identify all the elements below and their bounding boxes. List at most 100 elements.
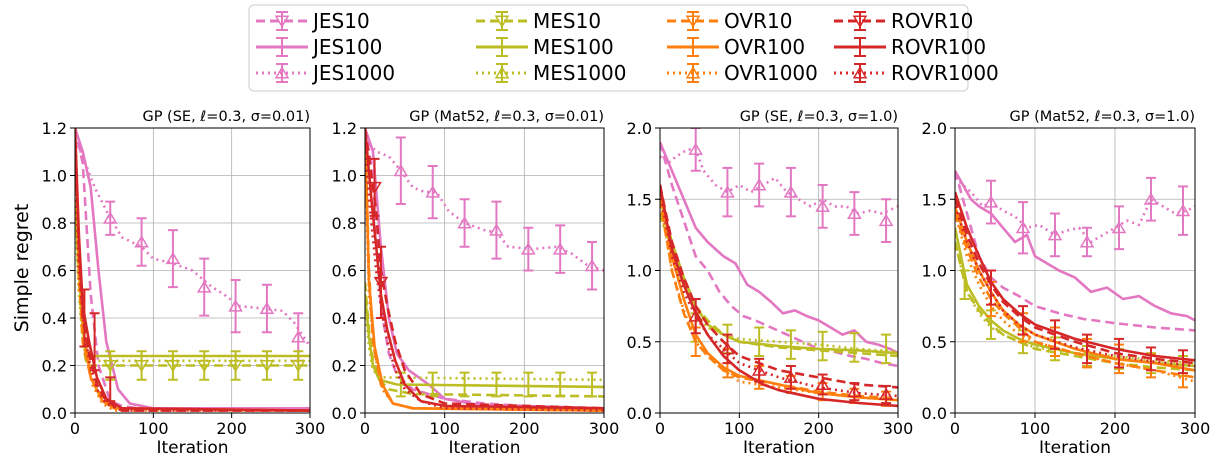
y-axis-label: Simple regret <box>11 204 33 333</box>
data-marker <box>489 223 504 236</box>
series-line-rovr100 <box>365 128 604 410</box>
panel-title: GP (Mat52, ℓ=0.3, σ=0.01) <box>409 109 604 125</box>
y-tick-label: 0.5 <box>627 333 652 352</box>
legend-entry-jes10: JES10 <box>256 9 370 33</box>
legend-marker <box>274 15 290 28</box>
x-tick-label: 200 <box>216 419 247 438</box>
x-tick-label: 0 <box>950 419 960 438</box>
y-tick-label: 0.5 <box>922 333 947 352</box>
series-group <box>365 128 604 412</box>
legend-marker <box>494 15 510 28</box>
series-line-rovr100 <box>75 128 310 412</box>
legend-label: JES10 <box>311 9 370 33</box>
y-tick-label: 0.0 <box>42 404 67 423</box>
legend-marker <box>274 66 290 79</box>
data-marker <box>878 213 894 227</box>
series-line-ovr10 <box>955 213 1195 379</box>
x-tick-label: 100 <box>429 419 460 438</box>
data-marker <box>102 211 118 224</box>
data-marker <box>688 309 704 322</box>
legend-label: MES1000 <box>533 61 627 85</box>
x-tick-label: 200 <box>1100 419 1131 438</box>
y-tick-label: 0.0 <box>332 404 357 423</box>
legend-frame <box>248 4 969 92</box>
data-marker <box>751 178 767 191</box>
data-marker <box>1015 220 1031 234</box>
legend-entry-jes100: JES100 <box>256 35 382 59</box>
data-marker <box>373 276 389 290</box>
data-marker <box>1079 235 1095 248</box>
data-marker <box>1175 203 1191 217</box>
y-tick-label: 0.6 <box>332 262 357 281</box>
series-line-jes10 <box>660 141 898 368</box>
legend-marker <box>852 15 868 28</box>
series-line-mes1000 <box>365 305 604 382</box>
series-line-rovr10 <box>955 198 1195 365</box>
x-tick-label: 300 <box>295 419 326 438</box>
data-marker <box>783 370 799 383</box>
series-line-mes100 <box>365 294 604 389</box>
y-tick-label: 0.2 <box>332 357 357 376</box>
x-tick-label: 100 <box>724 419 755 438</box>
x-axis-label: Iteration <box>156 438 228 458</box>
data-marker <box>847 384 862 398</box>
y-tick-label: 1.2 <box>42 119 67 138</box>
data-marker <box>196 280 212 293</box>
series-line-ovr1000 <box>365 151 604 412</box>
data-marker <box>584 258 600 272</box>
y-tick-label: 2.0 <box>627 119 652 138</box>
series-group <box>75 128 310 412</box>
data-marker <box>815 199 830 212</box>
x-tick-label: 0 <box>70 419 80 438</box>
data-marker <box>425 185 441 198</box>
y-tick-label: 0.4 <box>332 309 357 328</box>
series-line-rovr100 <box>955 191 1195 362</box>
series-group <box>660 128 898 408</box>
legend-label: MES10 <box>533 9 601 33</box>
y-tick-label: 0.2 <box>42 357 67 376</box>
legend-entry-rovr1000: ROVR1000 <box>834 61 999 85</box>
legend-label: ROVR1000 <box>891 61 999 85</box>
x-tick-label: 300 <box>589 419 620 438</box>
series-line-jes1000 <box>660 148 898 215</box>
data-marker <box>847 206 862 220</box>
data-marker <box>228 359 243 373</box>
legend-label: OVR10 <box>724 9 792 33</box>
series-line-rovr1000 <box>660 191 898 398</box>
series-line-rovr10 <box>660 184 898 389</box>
legend-marker <box>852 66 868 79</box>
legend-marker <box>685 15 701 28</box>
y-tick-label: 0.8 <box>332 214 357 233</box>
legend-entry-mes10: MES10 <box>476 9 601 33</box>
y-tick-label: 0.8 <box>42 214 67 233</box>
legend-label: ROVR10 <box>891 9 973 33</box>
x-tick-label: 0 <box>360 419 370 438</box>
series-line-jes100 <box>660 141 898 355</box>
legend-entry-rovr100: ROVR100 <box>834 35 986 59</box>
data-marker <box>751 363 767 376</box>
x-axis-label: Iteration <box>1039 438 1111 458</box>
legend-entry-rovr10: ROVR10 <box>834 9 973 33</box>
data-marker <box>393 163 409 177</box>
chart-panel-4: 0 100 200 300 0.0 0.5 1.0 1.5 2.0 Iteration GP (Ma… <box>922 109 1211 458</box>
y-tick-label: 1.0 <box>332 167 357 186</box>
data-marker <box>521 242 536 255</box>
chart-panel-2: 0 100 200 300 0.0 0.2 0.4 0.6 0.8 1.0 1.2 Iteration… <box>332 109 620 458</box>
legend-marker <box>494 66 510 79</box>
series-line-mes1000 <box>955 241 1195 365</box>
data-marker <box>720 341 735 355</box>
legend-entry-ovr10: OVR10 <box>667 9 792 33</box>
series-line-jes100 <box>955 170 1195 322</box>
x-tick-label: 200 <box>803 419 834 438</box>
data-marker <box>290 330 306 343</box>
chart-panel-3: 0 100 200 300 0.0 0.5 1.0 1.5 2.0 Iteration GP (SE… <box>627 109 914 458</box>
y-tick-label: 0.0 <box>627 404 652 423</box>
y-tick-label: 1.5 <box>627 190 652 209</box>
data-marker <box>552 242 568 255</box>
series-line-ovr100 <box>660 184 898 402</box>
x-tick-label: 0 <box>655 419 665 438</box>
x-axis-label: Iteration <box>448 438 520 458</box>
data-marker <box>165 359 181 373</box>
